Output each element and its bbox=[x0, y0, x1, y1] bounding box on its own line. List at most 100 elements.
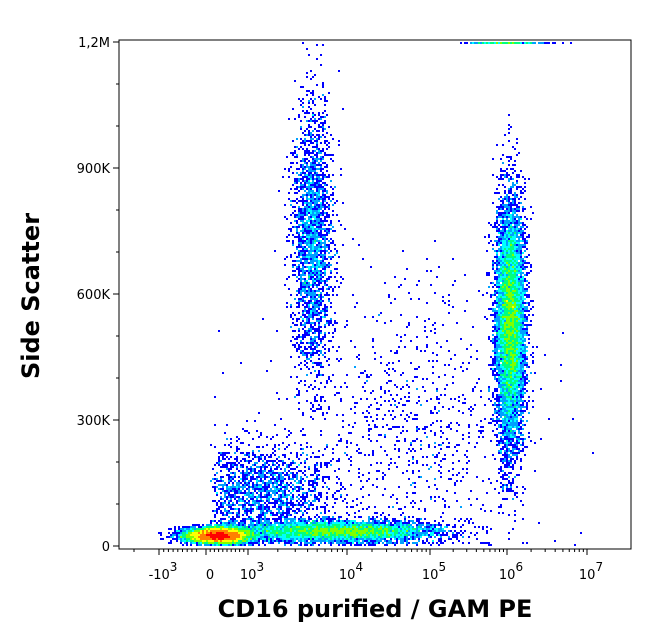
density-point bbox=[302, 262, 304, 264]
density-point bbox=[326, 322, 328, 324]
density-point bbox=[382, 524, 384, 526]
density-point bbox=[286, 516, 288, 518]
density-point bbox=[306, 178, 308, 180]
density-point bbox=[510, 258, 512, 260]
density-point bbox=[316, 186, 318, 188]
density-point bbox=[302, 354, 304, 356]
density-point bbox=[310, 288, 312, 290]
density-point bbox=[406, 536, 408, 538]
density-point bbox=[302, 514, 304, 516]
density-point bbox=[296, 294, 298, 296]
density-point bbox=[244, 544, 246, 546]
density-point bbox=[312, 130, 314, 132]
density-point bbox=[510, 436, 512, 438]
density-point bbox=[308, 518, 310, 520]
density-point bbox=[312, 212, 314, 214]
density-point bbox=[280, 518, 282, 520]
density-point bbox=[502, 268, 504, 270]
density-point bbox=[244, 526, 246, 528]
density-point bbox=[314, 312, 316, 314]
density-point bbox=[300, 276, 302, 278]
density-point bbox=[342, 522, 344, 524]
density-point bbox=[316, 506, 318, 508]
density-point bbox=[296, 156, 298, 158]
density-point bbox=[316, 394, 318, 396]
density-point bbox=[332, 204, 334, 206]
density-point bbox=[360, 538, 362, 540]
density-point bbox=[316, 530, 318, 532]
density-point bbox=[418, 530, 420, 532]
density-point bbox=[316, 250, 318, 252]
density-point bbox=[310, 244, 312, 246]
density-point bbox=[406, 544, 408, 546]
density-point bbox=[318, 226, 320, 228]
density-point bbox=[286, 536, 288, 538]
density-point bbox=[506, 318, 508, 320]
density-point bbox=[390, 524, 392, 526]
density-point bbox=[274, 468, 276, 470]
density-point bbox=[300, 346, 302, 348]
density-point bbox=[314, 114, 316, 116]
density-point bbox=[306, 226, 308, 228]
density-point bbox=[502, 274, 504, 276]
density-point bbox=[234, 474, 236, 476]
density-point bbox=[268, 494, 270, 496]
density-point bbox=[314, 322, 316, 324]
density-point bbox=[258, 456, 260, 458]
density-point bbox=[278, 460, 280, 462]
density-point bbox=[270, 526, 272, 528]
density-point bbox=[316, 210, 318, 212]
density-point bbox=[428, 528, 430, 530]
density-point bbox=[308, 210, 310, 212]
density-point bbox=[498, 366, 500, 368]
density-point bbox=[202, 532, 204, 534]
density-point bbox=[288, 118, 290, 120]
density-point bbox=[294, 512, 296, 514]
density-point bbox=[284, 532, 286, 534]
density-point bbox=[302, 274, 304, 276]
density-point bbox=[276, 528, 278, 530]
density-point bbox=[224, 458, 226, 460]
density-point bbox=[402, 522, 404, 524]
density-point bbox=[234, 458, 236, 460]
density-point bbox=[358, 516, 360, 518]
density-point bbox=[298, 290, 300, 292]
density-point bbox=[322, 526, 324, 528]
density-point bbox=[316, 290, 318, 292]
density-point bbox=[298, 534, 300, 536]
density-point bbox=[404, 518, 406, 520]
density-point bbox=[270, 478, 272, 480]
density-point bbox=[298, 508, 300, 510]
density-point bbox=[254, 472, 256, 474]
density-point bbox=[342, 534, 344, 536]
density-point bbox=[298, 236, 300, 238]
density-point bbox=[172, 532, 174, 534]
density-point bbox=[226, 532, 228, 534]
density-point bbox=[342, 542, 344, 544]
density-point bbox=[514, 444, 516, 446]
density-point bbox=[340, 494, 342, 496]
density-point bbox=[512, 300, 514, 302]
density-point bbox=[286, 446, 288, 448]
density-point bbox=[504, 340, 506, 342]
density-point bbox=[292, 510, 294, 512]
density-point bbox=[308, 168, 310, 170]
density-point bbox=[328, 298, 330, 300]
density-point bbox=[502, 340, 504, 342]
density-point bbox=[236, 528, 238, 530]
density-point bbox=[308, 126, 310, 128]
density-point bbox=[232, 484, 234, 486]
density-point bbox=[508, 244, 510, 246]
density-point bbox=[514, 246, 516, 248]
density-point bbox=[280, 474, 282, 476]
density-point bbox=[216, 542, 218, 544]
density-point bbox=[504, 318, 506, 320]
density-point bbox=[336, 528, 338, 530]
density-point bbox=[322, 366, 324, 368]
density-point bbox=[298, 390, 300, 392]
density-point bbox=[510, 348, 512, 350]
density-point bbox=[344, 540, 346, 542]
density-point bbox=[326, 216, 328, 218]
density-point bbox=[312, 292, 314, 294]
density-point bbox=[326, 530, 328, 532]
